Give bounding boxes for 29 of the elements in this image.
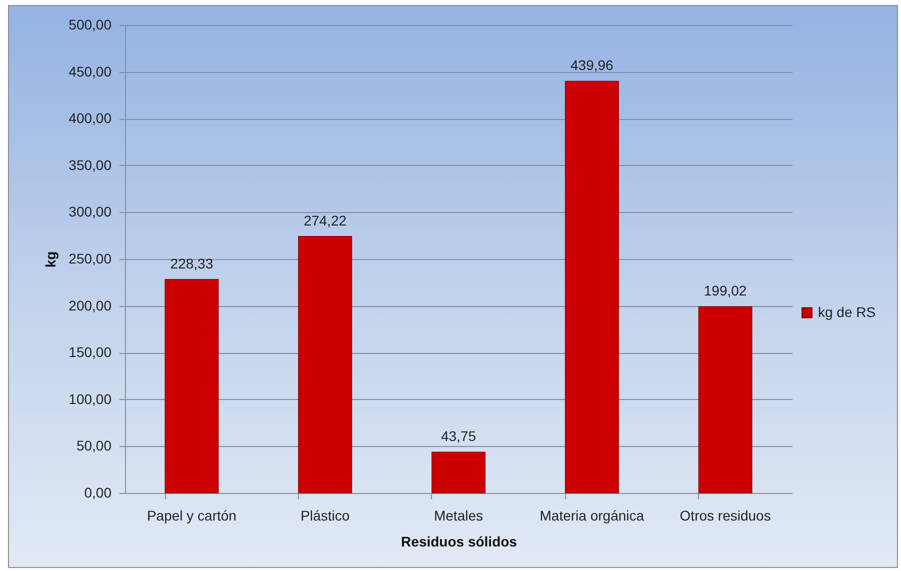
bar [698, 306, 752, 494]
y-tick-label: 400,00 [68, 110, 112, 126]
bar [164, 278, 219, 494]
data-label: 199,02 [704, 282, 747, 299]
x-tick-label: Materia orgánica [540, 508, 644, 524]
data-label: 228,33 [170, 255, 214, 272]
y-tick-label: 100,00 [68, 390, 112, 407]
y-tick-label: 450,00 [68, 63, 112, 80]
x-tick-label: Plástico [300, 508, 350, 524]
legend-label: kg de RS [818, 304, 876, 320]
y-tick-label: 300,00 [68, 204, 112, 220]
y-tick-label: 150,00 [68, 344, 112, 360]
y-tick-label: 50,00 [76, 438, 112, 454]
x-tick-label: Metales [434, 508, 484, 524]
y-tick-label: 350,00 [68, 156, 112, 173]
y-tick-label: 250,00 [68, 250, 112, 266]
bar [432, 452, 486, 494]
x-tick-label: Otros residuos [680, 508, 771, 524]
data-label: 274,22 [304, 212, 347, 228]
data-label: 43,75 [440, 428, 476, 444]
bar [298, 236, 352, 494]
x-axis-title: Residuos sólidos [401, 534, 518, 550]
data-label: 439,96 [570, 57, 614, 74]
y-tick-label: 500,00 [68, 16, 112, 32]
y-axis-title: kg [42, 251, 59, 268]
y-tick-label: 200,00 [68, 297, 112, 314]
y-tick-label: 0,00 [84, 484, 112, 500]
x-tick-label: Papel y cartón [146, 508, 236, 524]
bar [564, 80, 619, 494]
